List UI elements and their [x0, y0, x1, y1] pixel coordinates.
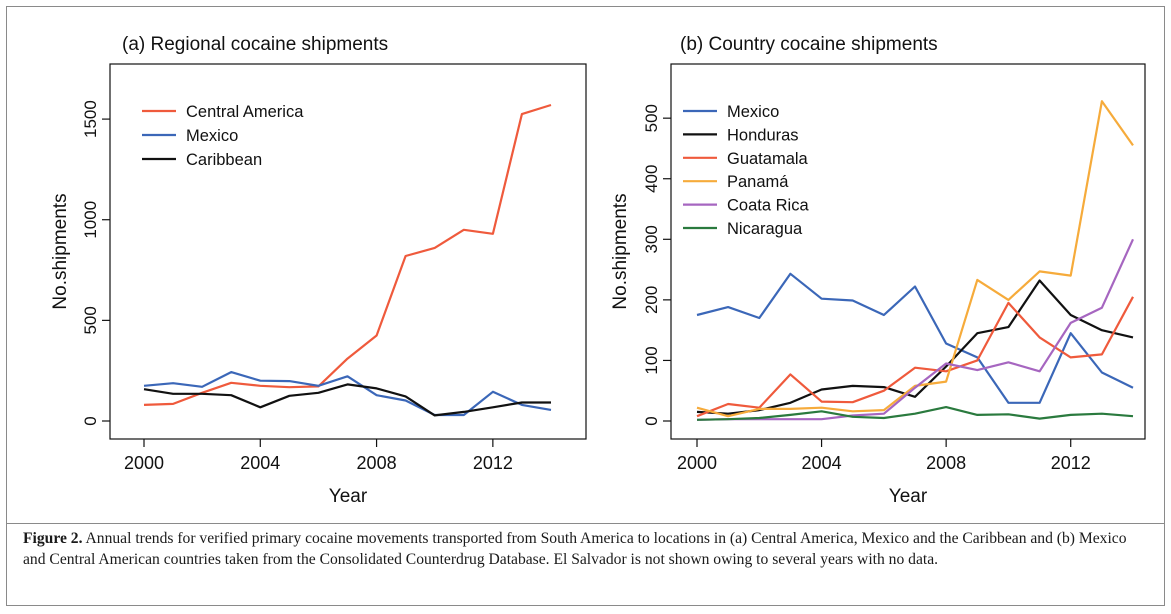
series-line	[143, 383, 551, 417]
x-tick-label: 2008	[357, 453, 397, 473]
x-tick-label: 2008	[926, 453, 966, 473]
y-tick-label: 0	[81, 416, 100, 425]
series-line	[143, 371, 552, 417]
x-tick-label: 2012	[473, 453, 513, 473]
legend-label: Mexico	[727, 103, 779, 121]
x-axis-label: Year	[889, 486, 928, 507]
y-tick-label: 200	[642, 286, 661, 314]
legend-label: Coata Rica	[727, 197, 809, 215]
y-tick-label: 500	[642, 104, 661, 132]
x-tick-label: 2004	[802, 453, 842, 473]
legend-label: Guatamala	[727, 150, 809, 168]
x-tick-label: 2000	[677, 453, 717, 473]
x-axis-label: Year	[329, 486, 368, 507]
series-line	[696, 296, 1134, 418]
series-line	[696, 279, 1134, 415]
y-tick-label: 0	[642, 416, 661, 425]
y-tick-label: 400	[642, 165, 661, 193]
series-line	[696, 272, 1134, 404]
plot-area-border	[670, 63, 1146, 440]
legend-label: Caribbean	[186, 151, 262, 169]
y-axis-label: No.shipments	[50, 193, 71, 309]
legend-label: Nicaragua	[727, 220, 803, 238]
y-tick-label: 500	[81, 306, 100, 334]
series-line	[696, 406, 1134, 421]
caption-label: Figure 2.	[23, 530, 83, 547]
x-tick-label: 2000	[124, 453, 164, 473]
chart-title: (a) Regional cocaine shipments	[122, 34, 388, 55]
y-tick-label: 100	[642, 346, 661, 374]
figure-caption: Figure 2. Annual trends for verified pri…	[23, 528, 1151, 570]
legend-label: Honduras	[727, 126, 799, 144]
series-line	[696, 100, 1134, 418]
chart-title: (b) Country cocaine shipments	[680, 34, 938, 55]
caption-text: Annual trends for verified primary cocai…	[23, 530, 1127, 568]
caption-divider	[7, 523, 1164, 524]
x-tick-label: 2012	[1051, 453, 1091, 473]
series-line	[696, 238, 1135, 421]
legend-label: Central America	[186, 103, 304, 121]
x-tick-label: 2004	[240, 453, 280, 473]
legend-label: Mexico	[186, 127, 238, 145]
y-tick-label: 1500	[81, 100, 100, 138]
y-tick-label: 1000	[81, 201, 100, 239]
plot-area-border	[109, 63, 587, 440]
y-tick-label: 300	[642, 225, 661, 253]
chart-panel-a: (a) Regional cocaine shipments 2000 2004 20…	[50, 34, 587, 507]
series-line	[143, 103, 552, 406]
legend-label: Panamá	[727, 173, 789, 191]
y-axis-label: No.shipments	[610, 193, 631, 309]
